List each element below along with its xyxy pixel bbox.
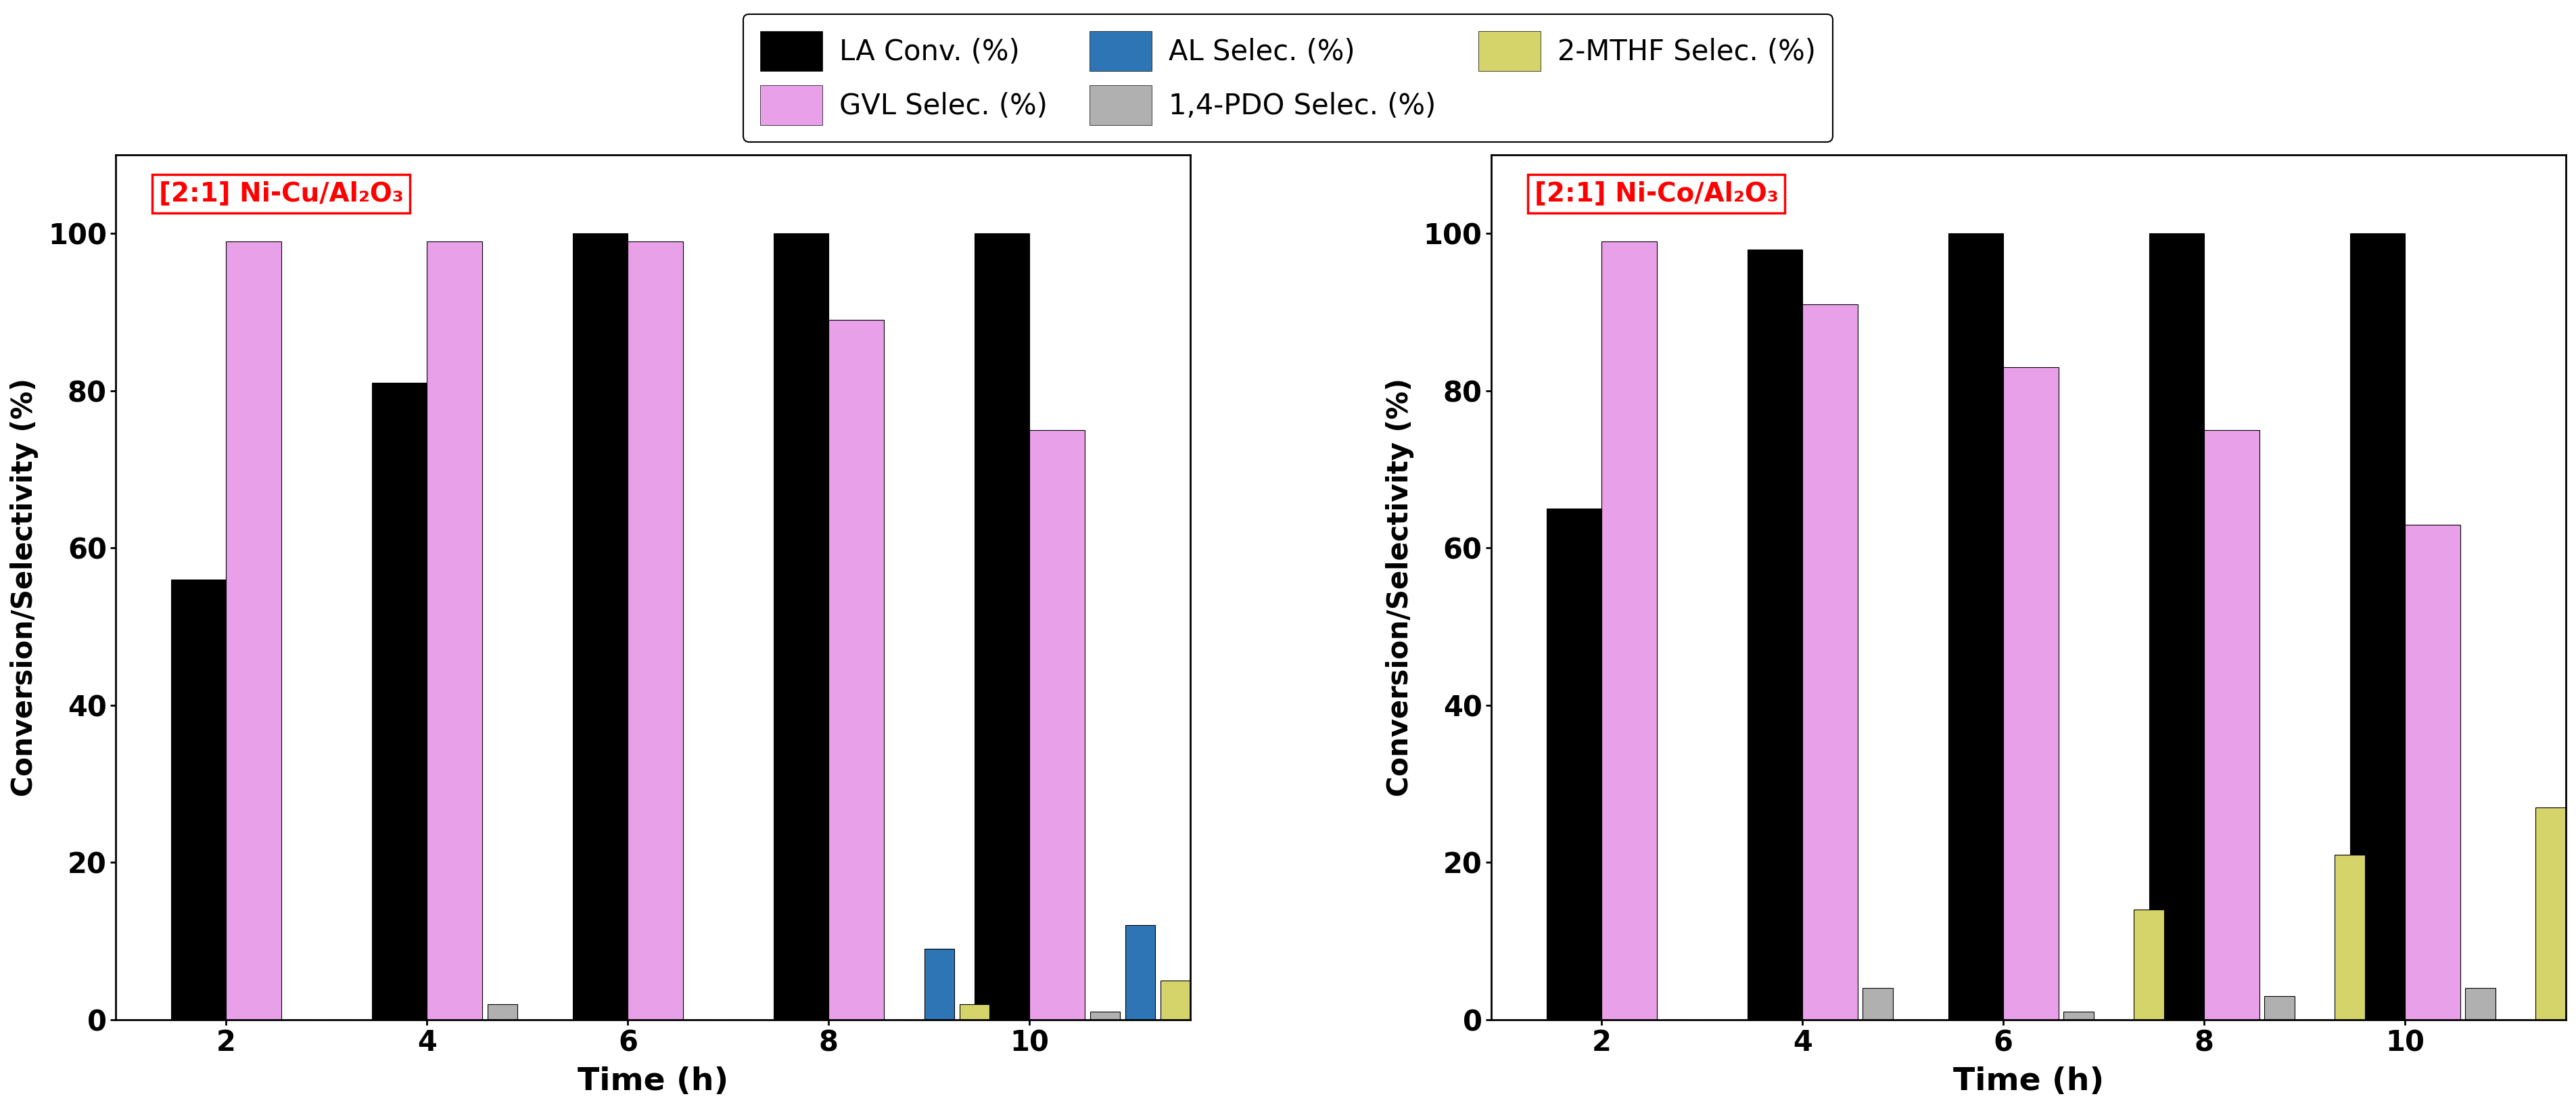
Bar — [1602, 241, 1656, 1020]
Bar — [958, 1004, 989, 1020]
Bar — [487, 1004, 518, 1020]
Bar — [2535, 807, 2566, 1020]
Bar — [170, 579, 227, 1020]
Bar — [1862, 989, 1893, 1020]
Bar — [2148, 234, 2205, 1020]
Bar — [2465, 989, 2496, 1020]
X-axis label: Time (h): Time (h) — [1953, 1066, 2105, 1097]
Bar — [2406, 525, 2460, 1020]
Bar — [2264, 996, 2295, 1020]
Bar — [773, 234, 829, 1020]
Bar — [1030, 431, 1084, 1020]
Bar — [925, 949, 953, 1020]
Bar — [2063, 1012, 2094, 1020]
Bar — [629, 241, 683, 1020]
Bar — [1546, 509, 1602, 1020]
Bar — [829, 320, 884, 1020]
Y-axis label: Conversion/Selectivity (%): Conversion/Selectivity (%) — [1386, 377, 1414, 797]
Bar — [572, 234, 629, 1020]
Bar — [974, 234, 1030, 1020]
Bar — [371, 383, 428, 1020]
Bar — [1803, 304, 1857, 1020]
Bar — [2334, 855, 2365, 1020]
Text: [2:1] Ni-Co/Al₂O₃: [2:1] Ni-Co/Al₂O₃ — [1535, 180, 1777, 207]
Text: [2:1] Ni-Cu/Al₂O₃: [2:1] Ni-Cu/Al₂O₃ — [160, 180, 404, 207]
Bar — [1159, 981, 1190, 1020]
Bar — [1126, 925, 1154, 1020]
Bar — [227, 241, 281, 1020]
Bar — [428, 241, 482, 1020]
Bar — [2133, 910, 2164, 1020]
X-axis label: Time (h): Time (h) — [577, 1066, 729, 1097]
Y-axis label: Conversion/Selectivity (%): Conversion/Selectivity (%) — [10, 377, 39, 797]
Bar — [2349, 234, 2406, 1020]
Bar — [2004, 368, 2058, 1020]
Bar — [1947, 234, 2004, 1020]
Bar — [1090, 1012, 1121, 1020]
Bar — [1747, 249, 1803, 1020]
Legend: LA Conv. (%), GVL Selec. (%), AL Selec. (%), 1,4-PDO Selec. (%), 2-MTHF Selec. (: LA Conv. (%), GVL Selec. (%), AL Selec. … — [744, 14, 1832, 142]
Bar — [2205, 431, 2259, 1020]
